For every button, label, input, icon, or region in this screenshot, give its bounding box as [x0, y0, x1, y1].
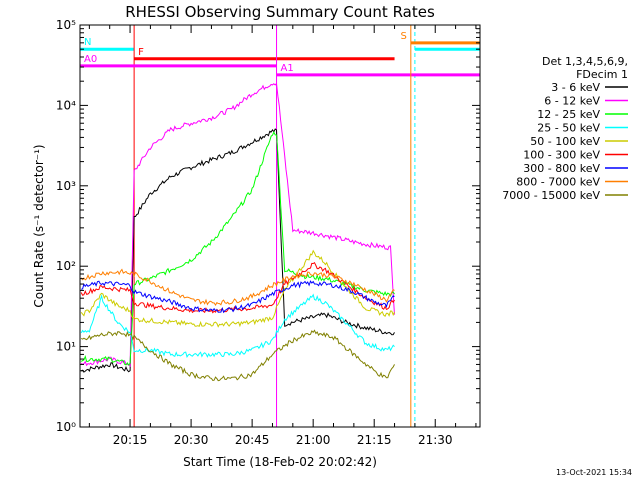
x-tick-label: 21:30 [418, 433, 453, 447]
y-tick-label: 10¹ [56, 340, 76, 354]
chart-title: RHESSI Observing Summary Count Rates [125, 3, 435, 21]
footer-timestamp: 13-Oct-2021 15:34 [556, 468, 632, 477]
series-line-2 [80, 131, 395, 367]
legend-entry-label: 3 - 6 keV [551, 81, 600, 94]
x-tick-label: 20:30 [174, 433, 209, 447]
legend-entry-label: 100 - 300 keV [523, 149, 600, 162]
legend-header-line-1: Det 1,3,4,5,6,9, [542, 55, 628, 68]
instrument-flags: N F A0 A1 S [79, 25, 480, 427]
y-axis-label: Count Rate (s⁻¹ detector⁻¹) [32, 144, 46, 307]
flag-label-n: N [84, 37, 91, 48]
legend-entry-label: 25 - 50 keV [537, 122, 600, 135]
plot-frame [79, 24, 481, 428]
legend-entry-label: 7000 - 15000 keV [502, 189, 600, 202]
flag-label-a1: A1 [281, 63, 294, 74]
y-tick-label: 10⁴ [56, 98, 76, 112]
legend-entry-label: 12 - 25 keV [537, 108, 600, 121]
y-tick-label: 10⁰ [56, 420, 76, 434]
series-line-6 [81, 280, 395, 314]
y-tick-label: 10³ [56, 179, 76, 193]
series-line-0 [81, 128, 395, 373]
x-tick-label: 21:15 [357, 433, 392, 447]
axes: 10⁰ 10¹ 10² 10³ 10⁴ 10⁵ 20:15 20:30 20:45 21:00 21… [56, 18, 480, 447]
series-line-7 [80, 268, 395, 306]
legend-header-line-2: FDecim 1 [576, 68, 628, 81]
legend-entry-label: 50 - 100 keV [530, 135, 600, 148]
series-line-8 [80, 329, 395, 382]
series-line-4 [80, 249, 395, 328]
series-line-5 [80, 261, 395, 314]
series-line-3 [80, 293, 395, 358]
legend-entry-label: 800 - 7000 keV [516, 176, 600, 189]
y-tick-label: 10² [56, 259, 76, 273]
flag-label-a0: A0 [84, 54, 97, 65]
legend-entry-label: 6 - 12 keV [544, 95, 600, 108]
flag-label-s: S [400, 31, 406, 42]
x-axis-label: Start Time (18-Feb-02 20:02:42) [183, 455, 377, 469]
x-tick-label: 20:45 [235, 433, 270, 447]
x-tick-label: 20:15 [113, 433, 148, 447]
series-layer [80, 82, 395, 382]
flag-label-f: F [138, 47, 144, 58]
x-tick-label: 21:00 [296, 433, 331, 447]
legend-entry-label: 300 - 800 keV [523, 162, 600, 175]
series-line-1 [80, 82, 395, 368]
y-tick-label: 10⁵ [56, 18, 76, 32]
